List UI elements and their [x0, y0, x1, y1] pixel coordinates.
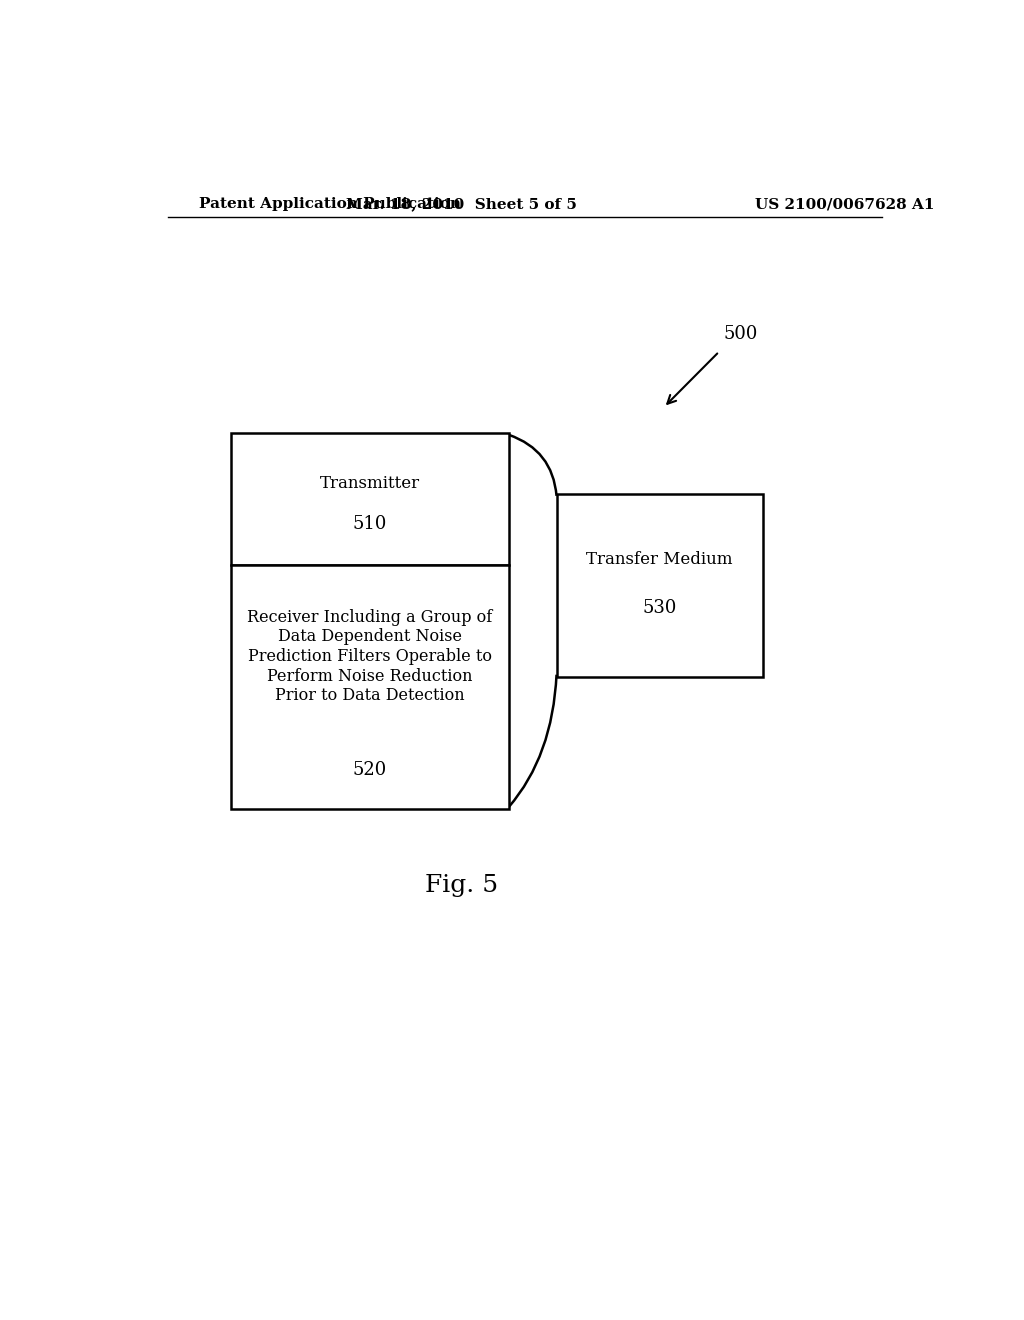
Bar: [231, 433, 509, 565]
Text: 510: 510: [353, 515, 387, 533]
Text: Fig. 5: Fig. 5: [425, 874, 498, 896]
Text: 530: 530: [642, 599, 677, 616]
Text: 500: 500: [723, 326, 758, 343]
Text: 520: 520: [353, 762, 387, 779]
Text: Receiver Including a Group of
Data Dependent Noise
Prediction Filters Operable t: Receiver Including a Group of Data Depen…: [248, 609, 493, 704]
Text: US 2100/0067628 A1: US 2100/0067628 A1: [755, 197, 935, 211]
Text: Mar. 18, 2010  Sheet 5 of 5: Mar. 18, 2010 Sheet 5 of 5: [346, 197, 577, 211]
Bar: [231, 565, 509, 809]
Text: Patent Application Publication: Patent Application Publication: [200, 197, 462, 211]
Text: Transmitter: Transmitter: [319, 475, 420, 492]
Text: Transfer Medium: Transfer Medium: [587, 552, 733, 569]
Bar: [557, 494, 763, 677]
